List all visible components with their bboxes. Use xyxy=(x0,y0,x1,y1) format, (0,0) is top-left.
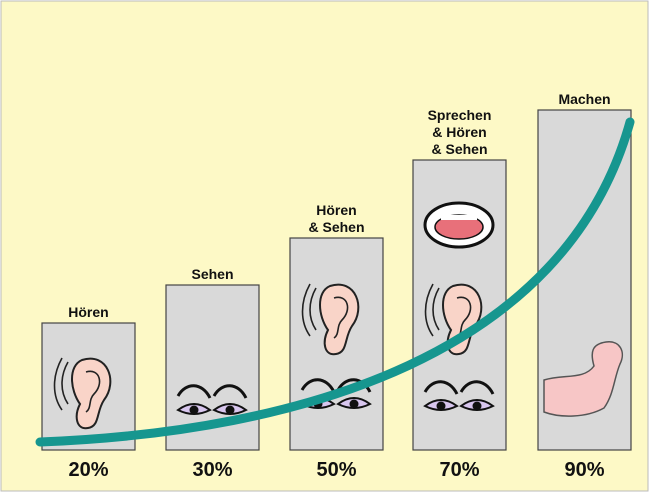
eyes-icon xyxy=(423,380,495,411)
ear-outer xyxy=(71,357,112,430)
step-label: Sehen xyxy=(191,266,233,282)
pupil xyxy=(349,399,359,409)
ear-icon xyxy=(301,283,360,356)
step-label: Machen xyxy=(558,91,610,107)
ear-inner xyxy=(85,370,101,413)
step-label: Hören xyxy=(316,202,356,218)
teeth xyxy=(441,215,477,220)
percent-label: 50% xyxy=(316,459,356,481)
step-label: & Sehen xyxy=(308,219,364,235)
eyebrow xyxy=(212,384,248,399)
step-label: & Sehen xyxy=(431,141,487,157)
eyes-icon xyxy=(176,384,248,415)
percent-label: 30% xyxy=(192,459,232,481)
sound-waves xyxy=(301,283,317,337)
sound-waves xyxy=(424,283,440,337)
percent-label: 90% xyxy=(564,459,604,481)
step-label: Hören xyxy=(68,304,108,320)
pupil xyxy=(436,401,446,411)
pupil xyxy=(472,401,482,411)
curve xyxy=(35,117,635,447)
sound-waves xyxy=(53,357,69,411)
eyebrow xyxy=(176,384,212,399)
pupil xyxy=(225,405,235,415)
arm-icon xyxy=(543,341,624,417)
ear-inner xyxy=(333,296,349,339)
ear-icon xyxy=(53,357,112,430)
icons xyxy=(53,201,624,430)
mouth-icon xyxy=(423,201,495,249)
bars xyxy=(41,109,632,451)
ear-icon xyxy=(424,283,483,356)
percent-label: 70% xyxy=(439,459,479,481)
eyebrow xyxy=(459,380,495,395)
eyebrow xyxy=(336,378,372,393)
step-label: Sprechen xyxy=(428,107,492,123)
ear-outer xyxy=(319,283,360,356)
step-label: & Hören xyxy=(432,124,486,140)
ear-outer xyxy=(442,283,483,356)
eyebrow xyxy=(300,378,336,393)
pupil xyxy=(189,405,199,415)
eyebrow xyxy=(423,380,459,395)
percent-label: 20% xyxy=(68,459,108,481)
arm xyxy=(543,341,624,417)
